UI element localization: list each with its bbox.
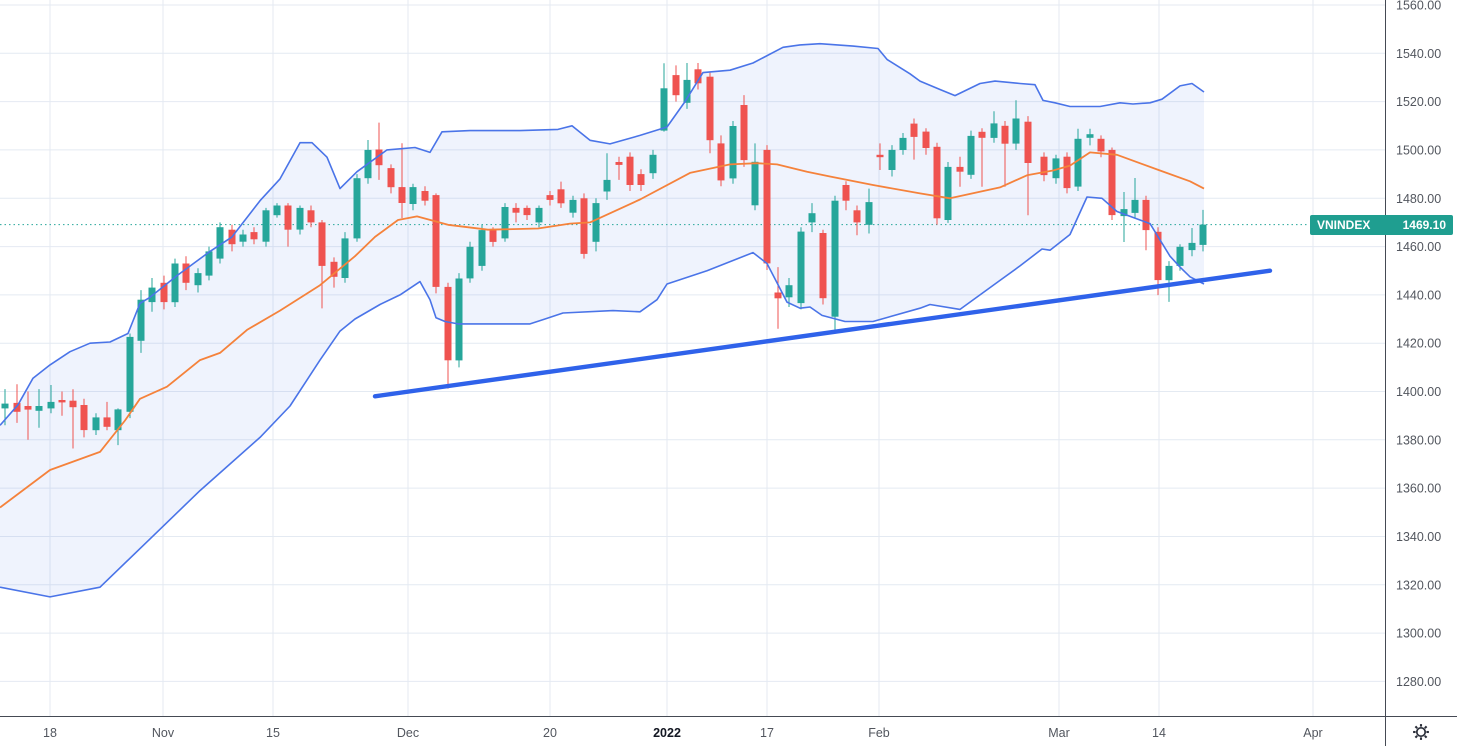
symbol-label: VNINDEX	[1317, 217, 1371, 232]
grid-layer	[0, 0, 1385, 717]
price-axis-label: 1440.00	[1396, 288, 1441, 302]
time-axis-label: Mar	[1048, 726, 1070, 740]
time-axis-label: Feb	[868, 726, 890, 740]
price-axis-label: 1520.00	[1396, 95, 1441, 109]
price-axis-label: 1500.00	[1396, 143, 1441, 157]
candlestick-series[interactable]	[1, 63, 1207, 449]
gear-icon	[1413, 724, 1429, 740]
price-axis-label: 1420.00	[1396, 337, 1441, 351]
price-axis-label: 1400.00	[1396, 385, 1441, 399]
last-price-value: 1469.10	[1402, 217, 1446, 232]
price-axis-label: 1300.00	[1396, 627, 1441, 641]
time-axis[interactable]: 18 Nov 15 Dec 20 2022 17 Feb Mar 14 Apr	[43, 726, 1323, 740]
bollinger-basis-line[interactable]	[0, 151, 1205, 509]
price-axis-label: 1560.00	[1396, 0, 1441, 13]
price-axis-label: 1340.00	[1396, 530, 1441, 544]
bollinger-band-fill	[0, 43, 1204, 597]
price-axis-label: 1480.00	[1396, 192, 1441, 206]
last-price-badge: VNINDEX 1469.10	[1310, 214, 1453, 235]
time-axis-label: 14	[1152, 726, 1166, 740]
price-axis[interactable]: 1560.00 1540.00 1520.00 1500.00 1480.00 1460.…	[1396, 0, 1441, 689]
time-axis-label: 15	[266, 726, 280, 740]
time-axis-label: 18	[43, 726, 57, 740]
support-trendline[interactable]	[372, 268, 1273, 399]
time-axis-label: 17	[760, 726, 774, 740]
price-axis-label: 1280.00	[1396, 675, 1441, 689]
time-axis-label: Nov	[152, 726, 175, 740]
time-axis-settings-button[interactable]	[1399, 719, 1443, 745]
bollinger-lower-line[interactable]	[0, 196, 1205, 598]
time-axis-label: 20	[543, 726, 557, 740]
price-axis-label: 1460.00	[1396, 240, 1441, 254]
time-axis-label: Apr	[1303, 726, 1322, 740]
time-axis-label: 2022	[653, 726, 681, 740]
price-axis-label: 1380.00	[1396, 433, 1441, 447]
price-axis-label: 1320.00	[1396, 578, 1441, 592]
bollinger-upper-line[interactable]	[0, 42, 1205, 426]
price-axis-label: 1360.00	[1396, 482, 1441, 496]
time-axis-label: Dec	[397, 726, 419, 740]
price-axis-label: 1540.00	[1396, 47, 1441, 61]
